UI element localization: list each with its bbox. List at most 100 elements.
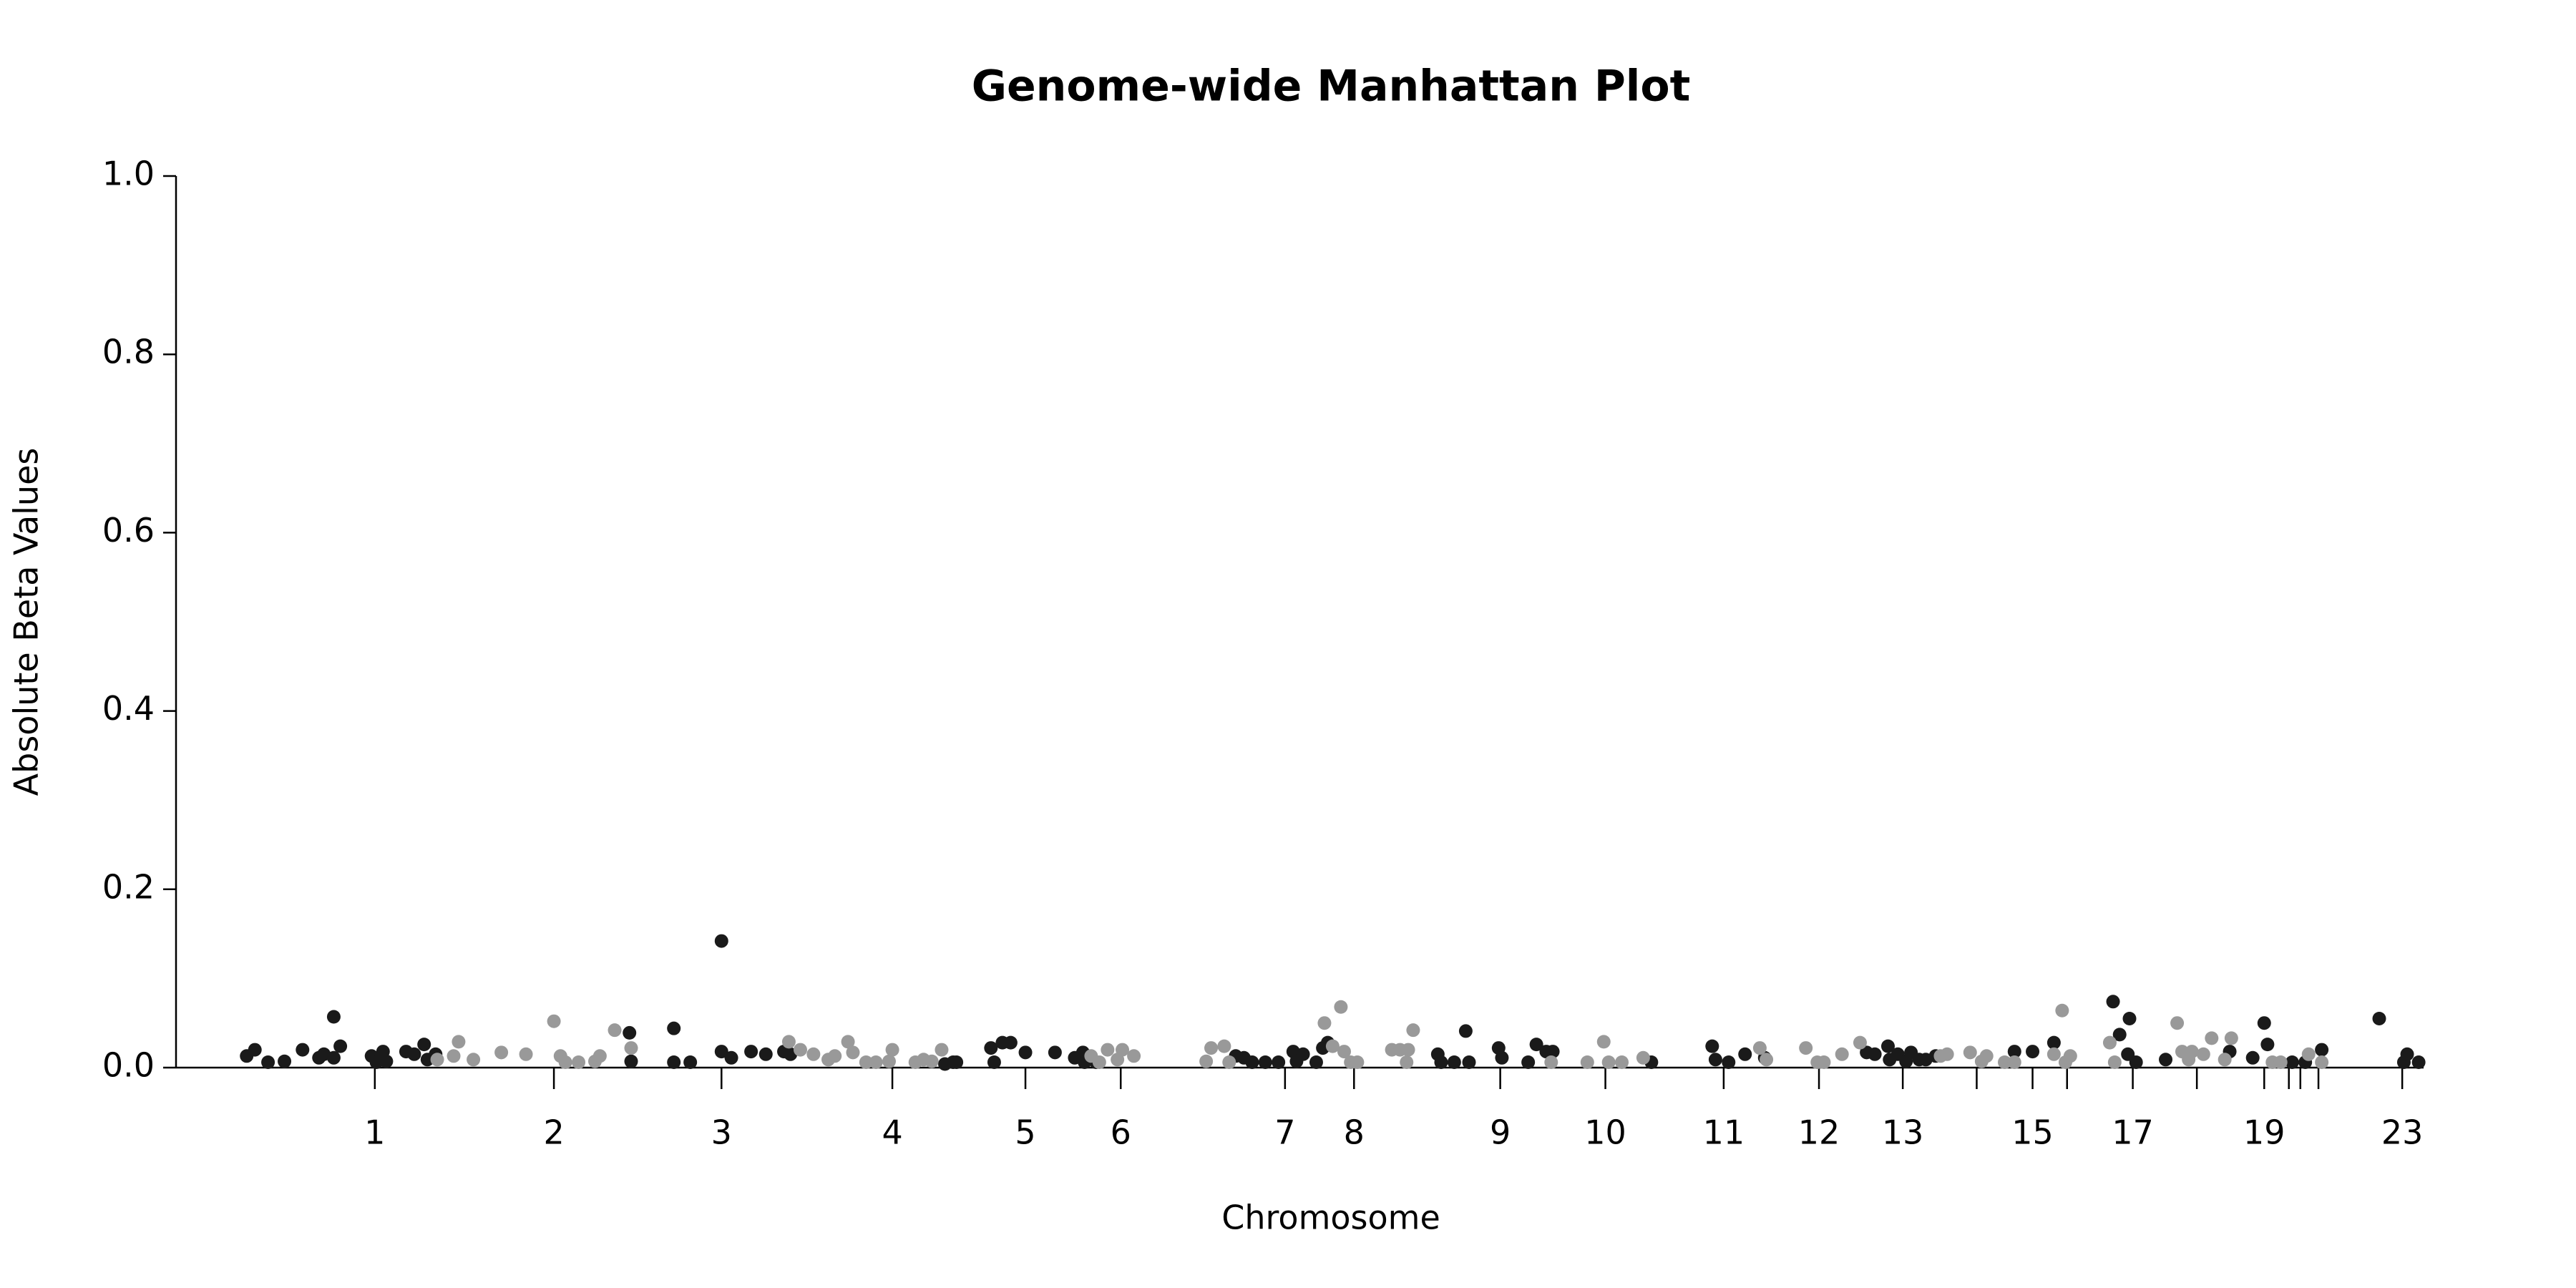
- data-point: [950, 1055, 964, 1070]
- data-point: [1760, 1053, 1774, 1067]
- data-point: [407, 1047, 421, 1061]
- data-point: [1880, 1039, 1895, 1053]
- x-tick-label: 6: [1111, 1113, 1131, 1152]
- data-point: [2224, 1031, 2238, 1045]
- data-point: [2273, 1055, 2288, 1070]
- data-point: [1596, 1035, 1611, 1049]
- data-point: [417, 1038, 431, 1052]
- y-tick-label: 0.4: [102, 689, 155, 728]
- data-point: [1998, 1055, 2012, 1070]
- x-tick-label: 10: [1584, 1113, 1626, 1152]
- data-point: [1018, 1045, 1033, 1060]
- data-point: [1817, 1055, 1831, 1070]
- data-point: [984, 1041, 998, 1055]
- data-point: [608, 1023, 622, 1038]
- x-tick-label: 8: [1344, 1113, 1365, 1152]
- data-point: [2372, 1011, 2386, 1025]
- data-point: [869, 1055, 883, 1070]
- data-point: [987, 1055, 1001, 1070]
- data-point: [667, 1021, 681, 1035]
- data-point: [2122, 1011, 2137, 1025]
- data-point: [1940, 1047, 1954, 1061]
- data-point: [1400, 1055, 1414, 1070]
- data-point: [1350, 1055, 1365, 1070]
- data-point: [1853, 1035, 1867, 1050]
- data-point: [278, 1054, 292, 1068]
- data-point: [2106, 995, 2120, 1009]
- data-point: [296, 1043, 310, 1057]
- data-point: [1325, 1039, 1340, 1053]
- data-point: [558, 1055, 572, 1070]
- data-point: [1334, 1000, 1348, 1014]
- data-point: [781, 1035, 796, 1049]
- data-point: [2026, 1045, 2040, 1059]
- data-point: [1963, 1045, 1977, 1060]
- data-point: [1406, 1023, 1420, 1038]
- x-tick-label: 2: [543, 1113, 564, 1152]
- data-point: [667, 1055, 681, 1070]
- data-point: [2185, 1045, 2199, 1059]
- data-point: [2046, 1047, 2061, 1061]
- data-point: [430, 1053, 444, 1067]
- data-point: [1258, 1055, 1272, 1070]
- data-point: [2411, 1055, 2426, 1070]
- data-point: [326, 1010, 341, 1024]
- data-point: [2107, 1055, 2122, 1070]
- y-axis-label: Absolute Beta Values: [7, 448, 46, 796]
- data-point: [2218, 1053, 2232, 1067]
- x-axis-label: Chromosome: [1221, 1199, 1440, 1237]
- data-point: [758, 1047, 773, 1061]
- data-point: [828, 1049, 842, 1063]
- x-tick-label: 19: [2243, 1113, 2285, 1152]
- y-tick-label: 0.6: [102, 511, 155, 550]
- x-tick-label: 17: [2112, 1113, 2154, 1152]
- data-point: [1458, 1024, 1473, 1038]
- data-point: [1048, 1045, 1062, 1060]
- y-tick-label: 0.0: [102, 1046, 155, 1085]
- data-point: [452, 1035, 466, 1049]
- data-point: [2196, 1047, 2210, 1061]
- data-point: [547, 1014, 561, 1028]
- data-point: [1401, 1043, 1415, 1057]
- data-point: [1127, 1049, 1141, 1063]
- x-tick-label: 4: [882, 1113, 902, 1152]
- data-point: [924, 1054, 939, 1068]
- data-point: [724, 1050, 738, 1065]
- data-point: [1296, 1047, 1310, 1061]
- data-point: [2245, 1050, 2260, 1065]
- data-point: [2063, 1049, 2077, 1063]
- data-point: [1529, 1038, 1543, 1052]
- data-point: [1309, 1055, 1323, 1070]
- data-point: [1799, 1041, 1813, 1055]
- data-point: [2159, 1053, 2173, 1067]
- data-point: [369, 1055, 384, 1070]
- data-point: [2112, 1028, 2127, 1042]
- data-point: [1217, 1039, 1231, 1053]
- data-point: [623, 1025, 637, 1040]
- data-point: [859, 1055, 873, 1070]
- data-point: [1204, 1041, 1219, 1055]
- data-point: [1544, 1055, 1558, 1070]
- data-point: [714, 1045, 728, 1059]
- data-point: [333, 1039, 348, 1053]
- data-point: [379, 1054, 394, 1068]
- data-point: [2129, 1055, 2143, 1070]
- data-point: [1003, 1035, 1018, 1050]
- x-tick-label: 12: [1798, 1113, 1840, 1152]
- x-tick-label: 9: [1490, 1113, 1511, 1152]
- data-point: [1722, 1055, 1736, 1070]
- data-point: [806, 1047, 821, 1061]
- data-point: [447, 1049, 461, 1063]
- data-point: [2260, 1038, 2275, 1052]
- data-point: [261, 1055, 275, 1070]
- data-point: [2007, 1045, 2021, 1059]
- data-point: [683, 1055, 698, 1070]
- data-point: [592, 1049, 607, 1063]
- data-point: [2046, 1035, 2061, 1050]
- data-point: [1222, 1055, 1236, 1070]
- x-tick-label: 13: [1882, 1113, 1924, 1152]
- y-tick-label: 0.2: [102, 867, 155, 906]
- data-point: [1636, 1050, 1650, 1065]
- data-point: [2301, 1047, 2316, 1061]
